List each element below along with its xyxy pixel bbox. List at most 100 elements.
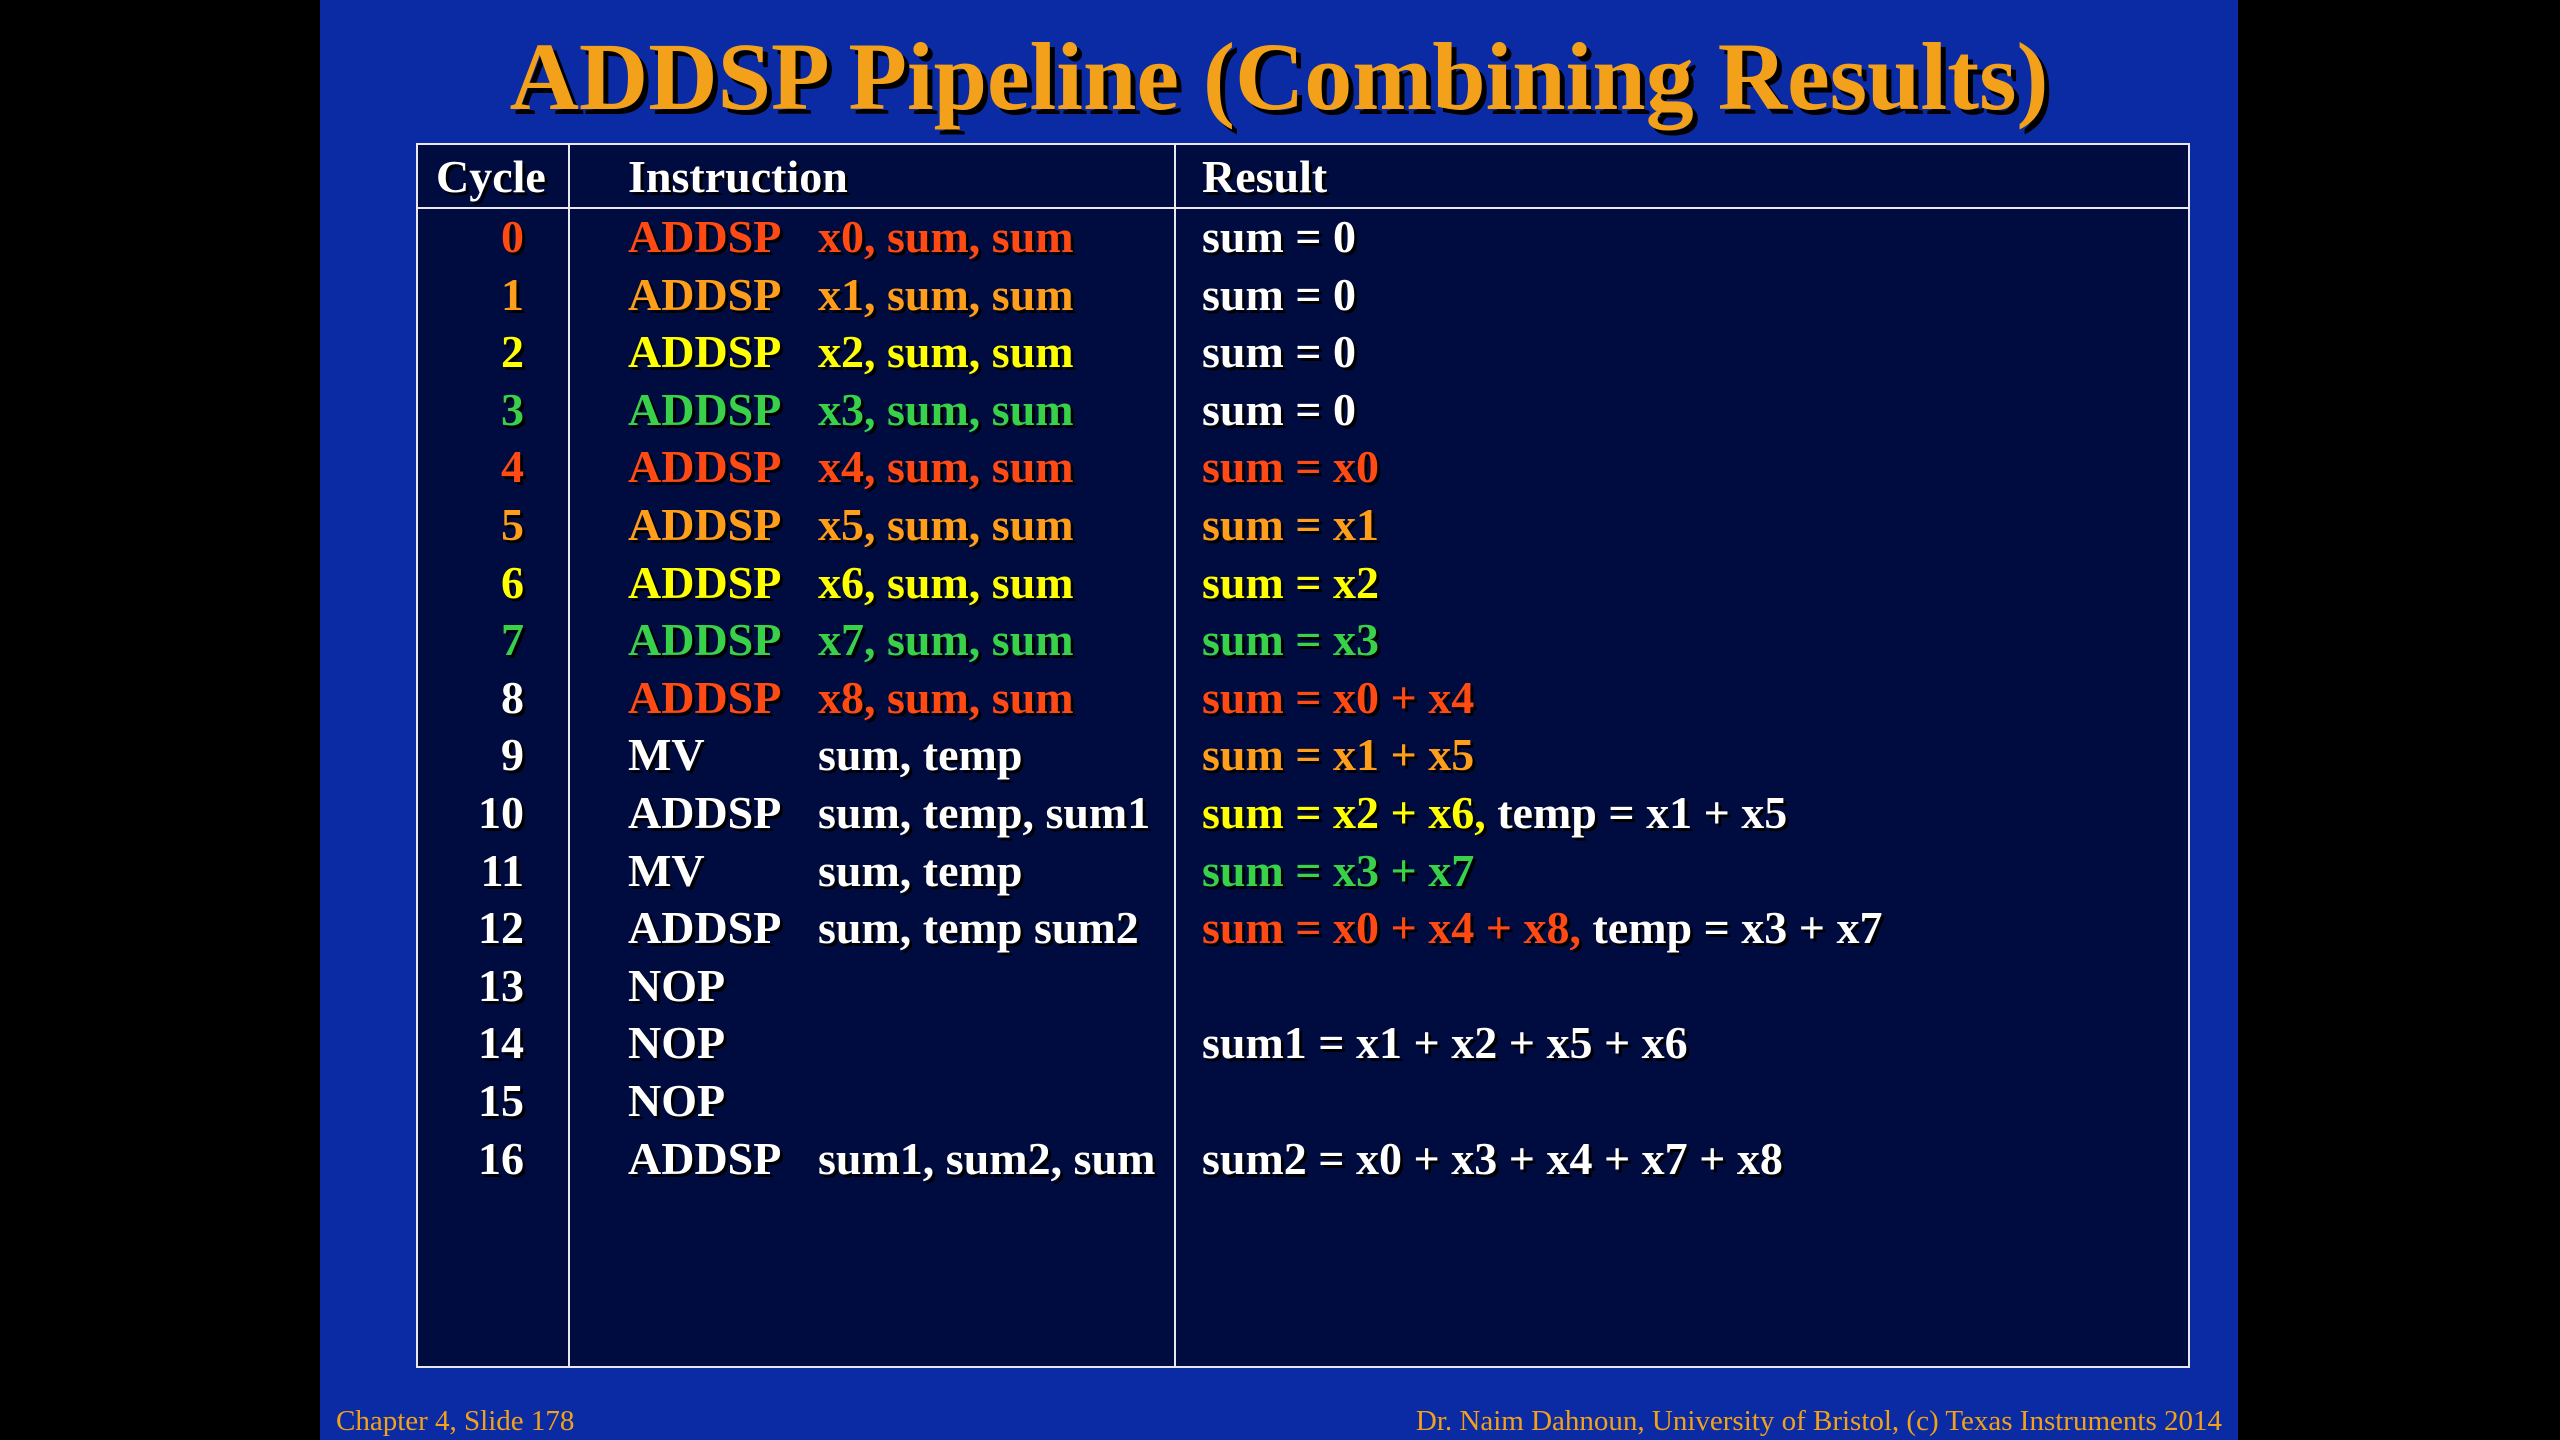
table-row: 3 ADDSP x3, sum, sum sum = 0 xyxy=(418,381,2188,438)
table-row: 13 NOP xyxy=(418,957,2188,1014)
instruction-opcode: ADDSP xyxy=(628,499,782,550)
instruction-operands: sum, temp xyxy=(818,844,1023,896)
table-row: 6 ADDSP x6, sum, sum sum = x2 xyxy=(418,554,2188,611)
table-row: 14 NOP sum1 = x1 + x2 + x5 + x6 xyxy=(418,1014,2188,1071)
table-row: 5 ADDSP x5, sum, sum sum = x1 xyxy=(418,496,2188,553)
header-result: Result xyxy=(1202,151,1328,202)
result-segment: sum = x1 + x5 xyxy=(1202,729,1475,781)
result-segment: sum = x0 + x4 xyxy=(1202,671,1475,723)
result-segment: sum2 = x0 + x3 + x4 + x7 + x8 xyxy=(1202,1132,1783,1184)
table-row: 0 ADDSP x0, sum, sum sum = 0 xyxy=(418,208,2188,265)
result-segment: sum1 = x1 + x2 + x5 + x6 xyxy=(1202,1017,1688,1069)
result-cell: sum = 0 xyxy=(1202,323,1356,380)
result-cell: sum = 0 xyxy=(1202,266,1356,323)
cycle-cell: 14 xyxy=(478,1017,524,1069)
result-cell: sum1 = x1 + x2 + x5 + x6 xyxy=(1202,1014,1688,1071)
header-cycle: Cycle xyxy=(436,151,546,202)
table-row: 2 ADDSP x2, sum, sum sum = 0 xyxy=(418,323,2188,380)
instruction-opcode: ADDSP xyxy=(628,441,782,493)
slide: ADDSP Pipeline (Combining Results) Cycle… xyxy=(320,0,2238,1440)
cycle-cell: 5 xyxy=(501,499,524,550)
instruction-opcode: ADDSP xyxy=(628,1132,782,1184)
result-segment: temp = x1 + x5 xyxy=(1485,787,1788,838)
result-segment: sum = x0 + x4 + x8, xyxy=(1202,902,1581,954)
instruction-opcode: ADDSP xyxy=(628,556,782,608)
table-row: 8 ADDSP x8, sum, sum sum = x0 + x4 xyxy=(418,669,2188,726)
table-row: 7 ADDSP x7, sum, sum sum = x3 xyxy=(418,611,2188,668)
cycle-cell: 3 xyxy=(501,383,524,435)
result-segment: sum = x2 + x6, xyxy=(1202,787,1486,838)
result-segment: sum = x0 xyxy=(1202,441,1380,493)
result-cell: sum = x3 + x7 xyxy=(1202,842,1474,899)
instruction-operands: sum, temp sum2 xyxy=(818,902,1139,954)
cycle-cell: 0 xyxy=(501,211,524,262)
table-row: 16 ADDSP sum1, sum2, sum sum2 = x0 + x3 + x… xyxy=(418,1130,2188,1187)
instruction-operands: x2, sum, sum xyxy=(818,326,1074,378)
table-row: 10 ADDSP sum, temp, sum1 sum = x2 + x6, tem… xyxy=(418,784,2188,841)
instruction-operands: sum1, sum2, sum xyxy=(818,1132,1156,1184)
result-segment: sum = 0 xyxy=(1202,326,1357,378)
cycle-cell: 1 xyxy=(501,268,524,320)
result-segment: sum = 0 xyxy=(1202,268,1357,320)
instruction-operands: x6, sum, sum xyxy=(818,556,1074,608)
instruction-opcode: MV xyxy=(628,729,705,781)
table-row: 1 ADDSP x1, sum, sum sum = 0 xyxy=(418,266,2188,323)
result-segment: temp = x3 + x7 xyxy=(1580,902,1883,954)
instruction-opcode: NOP xyxy=(628,1017,726,1069)
result-cell: sum = x1 xyxy=(1202,496,1379,553)
cycle-cell: 7 xyxy=(501,614,524,666)
cycle-cell: 16 xyxy=(478,1132,524,1184)
instruction-operands: x0, sum, sum xyxy=(818,211,1074,262)
result-cell: sum = x0 xyxy=(1202,438,1379,495)
instruction-operands: x3, sum, sum xyxy=(818,383,1074,435)
result-cell: sum = 0 xyxy=(1202,381,1356,438)
cycle-cell: 13 xyxy=(478,959,524,1011)
table-row: 4 ADDSP x4, sum, sum sum = x0 xyxy=(418,438,2188,495)
result-segment: sum = x2 xyxy=(1202,556,1380,608)
header-divider xyxy=(418,207,2188,209)
result-cell: sum = x2 + x6, temp = x1 + x5 xyxy=(1202,784,1787,841)
cycle-cell: 8 xyxy=(501,671,524,723)
instruction-opcode: ADDSP xyxy=(628,614,782,666)
pipeline-table: Cycle Instruction Result 0 ADDSP x0, sum, … xyxy=(416,143,2190,1368)
instruction-opcode: ADDSP xyxy=(628,787,782,838)
instruction-opcode: ADDSP xyxy=(628,383,782,435)
column-divider-cycle xyxy=(568,145,570,1366)
table-row: 9 MV sum, temp sum = x1 + x5 xyxy=(418,726,2188,783)
cycle-cell: 11 xyxy=(480,844,524,896)
result-cell: sum = x0 + x4 xyxy=(1202,669,1474,726)
table-row: 12 ADDSP sum, temp sum2 sum = x0 + x4 + x8,… xyxy=(418,899,2188,956)
footer-credits: Dr. Naim Dahnoun, University of Bristol,… xyxy=(1415,1405,2222,1437)
instruction-operands: x7, sum, sum xyxy=(818,614,1074,666)
cycle-cell: 12 xyxy=(478,902,524,954)
slide-title: ADDSP Pipeline (Combining Results) xyxy=(509,23,2049,130)
result-cell: sum2 = x0 + x3 + x4 + x7 + x8 xyxy=(1202,1130,1783,1187)
table-row: 11 MV sum, temp sum = x3 + x7 xyxy=(418,842,2188,899)
result-cell: sum = x1 + x5 xyxy=(1202,726,1474,783)
instruction-operands: sum, temp xyxy=(818,729,1023,781)
column-divider-instruction xyxy=(1174,145,1176,1366)
footer-slide-number: Chapter 4, Slide 178 xyxy=(336,1405,575,1437)
table-row: 15 NOP xyxy=(418,1072,2188,1129)
instruction-opcode: ADDSP xyxy=(628,671,782,723)
cycle-cell: 4 xyxy=(501,441,524,493)
result-segment: sum = x1 xyxy=(1202,499,1380,550)
cycle-cell: 15 xyxy=(478,1075,524,1126)
cycle-cell: 6 xyxy=(501,556,524,608)
result-cell: sum = x2 xyxy=(1202,554,1379,611)
cycle-cell: 9 xyxy=(501,729,524,781)
result-segment: sum = 0 xyxy=(1202,211,1357,262)
instruction-operands: x8, sum, sum xyxy=(818,671,1074,723)
cycle-cell: 2 xyxy=(501,326,524,378)
instruction-opcode: ADDSP xyxy=(628,268,782,320)
instruction-operands: sum, temp, sum1 xyxy=(818,787,1151,838)
instruction-opcode: ADDSP xyxy=(628,902,782,954)
cycle-cell: 10 xyxy=(478,787,524,838)
instruction-opcode: ADDSP xyxy=(628,326,782,378)
instruction-operands: x4, sum, sum xyxy=(818,441,1074,493)
result-cell: sum = x3 xyxy=(1202,611,1379,668)
result-cell: sum = x0 + x4 + x8, temp = x3 + x7 xyxy=(1202,899,1883,956)
header-instruction: Instruction xyxy=(628,151,848,202)
result-segment: sum = x3 + x7 xyxy=(1202,844,1475,896)
instruction-opcode: ADDSP xyxy=(628,211,782,262)
